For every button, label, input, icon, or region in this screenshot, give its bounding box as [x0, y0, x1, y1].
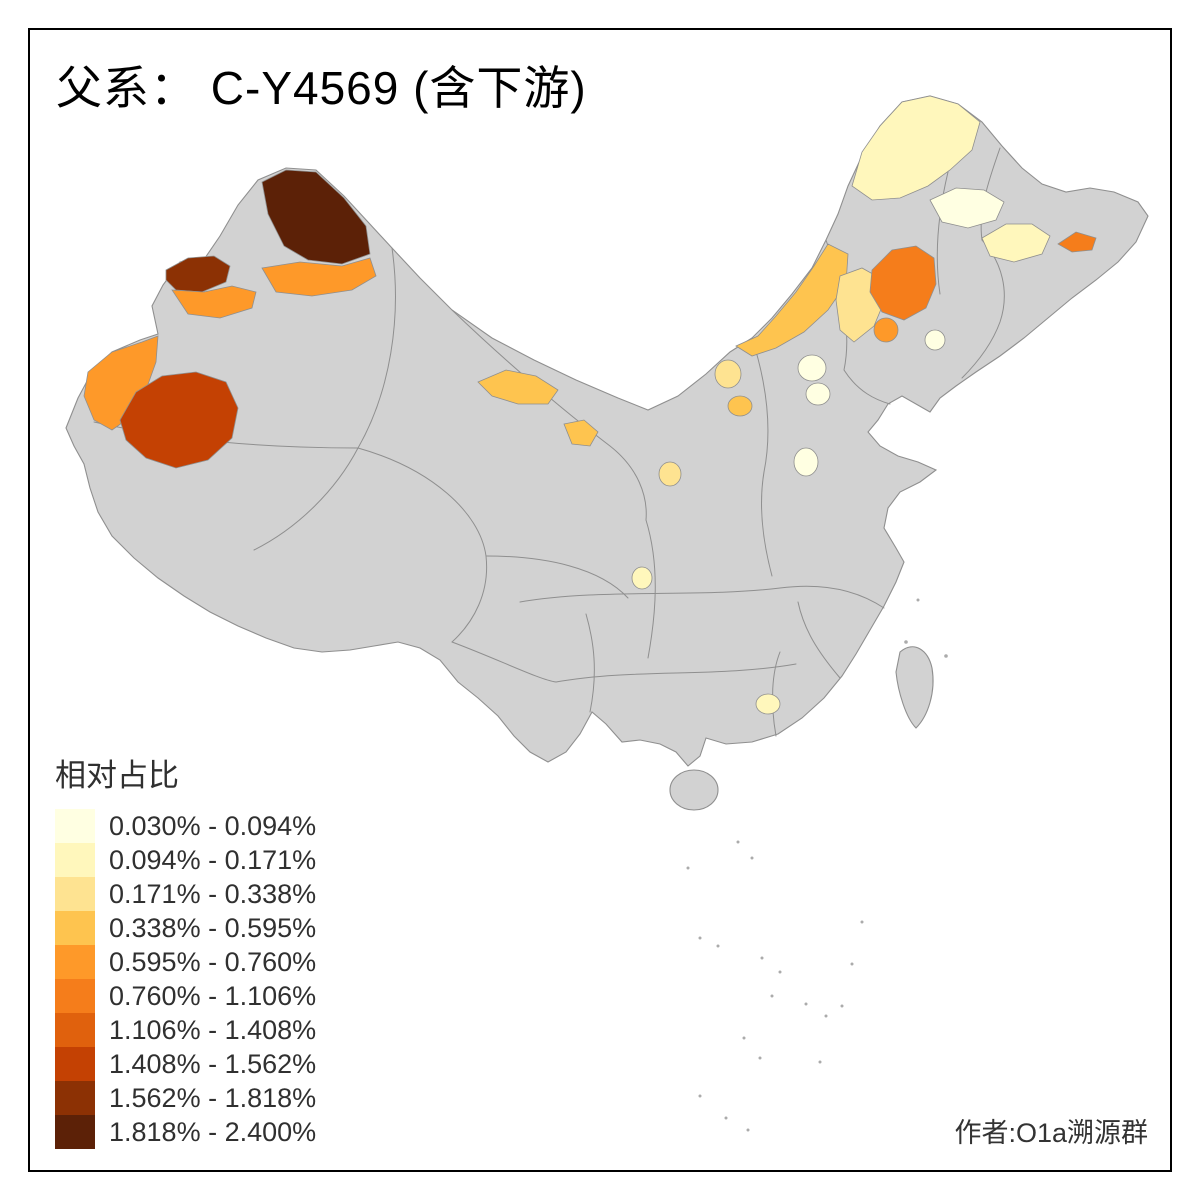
- legend-row: 0.595% - 0.760%: [55, 945, 395, 979]
- map-region: [869, 245, 937, 321]
- legend-swatch: [55, 1047, 95, 1081]
- map-region: [1057, 231, 1097, 253]
- map-region: [929, 187, 1005, 229]
- legend-swatch: [55, 843, 95, 877]
- legend-row: 0.760% - 1.106%: [55, 979, 395, 1013]
- highlighted-regions: [83, 95, 1097, 715]
- legend-row: 1.818% - 2.400%: [55, 1115, 395, 1149]
- legend-swatch: [55, 979, 95, 1013]
- legend-title: 相对占比: [55, 758, 179, 793]
- legend-label: 0.094% - 0.171%: [109, 844, 317, 875]
- map-region: [873, 317, 899, 343]
- map-region: [165, 255, 231, 293]
- map-region: [793, 447, 819, 477]
- map-region: [563, 419, 599, 447]
- legend-label: 0.338% - 0.595%: [109, 912, 317, 943]
- map-region: [797, 354, 827, 382]
- legend-swatch: [55, 1115, 95, 1149]
- legend-row: 1.562% - 1.818%: [55, 1081, 395, 1115]
- map-region: [735, 243, 849, 357]
- legend-row: 1.106% - 1.408%: [55, 1013, 395, 1047]
- map-region: [714, 359, 742, 389]
- legend: 相对占比 0.030% - 0.094% 0.094% - 0.171% 0.1…: [55, 750, 395, 1149]
- legend-label: 1.818% - 2.400%: [109, 1116, 317, 1147]
- legend-swatch: [55, 1081, 95, 1115]
- map-region: [981, 223, 1051, 263]
- map-region: [261, 169, 371, 265]
- sea-islands: [686, 598, 948, 1132]
- legend-swatch: [55, 945, 95, 979]
- map-region: [477, 369, 559, 405]
- map-region: [924, 329, 946, 351]
- legend-label: 1.106% - 1.408%: [109, 1014, 317, 1045]
- map-region: [851, 95, 981, 201]
- legend-row: 0.030% - 0.094%: [55, 809, 395, 843]
- map-region: [631, 566, 653, 590]
- legend-label: 0.595% - 0.760%: [109, 946, 317, 977]
- legend-label: 1.562% - 1.818%: [109, 1082, 317, 1113]
- legend-row: 0.338% - 0.595%: [55, 911, 395, 945]
- legend-label: 0.030% - 0.094%: [109, 810, 317, 841]
- legend-row: 0.094% - 0.171%: [55, 843, 395, 877]
- legend-row: 0.171% - 0.338%: [55, 877, 395, 911]
- legend-label: 0.171% - 0.338%: [109, 878, 317, 909]
- map-region: [261, 257, 377, 297]
- attribution: 作者:O1a溯源群: [954, 1118, 1148, 1148]
- taiwan-island: [895, 646, 934, 729]
- map-region: [171, 285, 257, 319]
- map-region: [727, 395, 753, 417]
- legend-swatch: [55, 911, 95, 945]
- legend-row: 1.408% - 1.562%: [55, 1047, 395, 1081]
- legend-label: 1.408% - 1.562%: [109, 1048, 317, 1079]
- map-region: [805, 382, 831, 406]
- legend-label: 0.760% - 1.106%: [109, 980, 317, 1011]
- map-region: [755, 693, 781, 715]
- legend-swatch: [55, 1013, 95, 1047]
- legend-swatch: [55, 877, 95, 911]
- map-region: [658, 461, 682, 487]
- page-title: 父系： C-Y4569 (含下游): [56, 62, 587, 114]
- hainan-island: [669, 769, 719, 811]
- map-region: [119, 371, 239, 469]
- legend-swatch: [55, 809, 95, 843]
